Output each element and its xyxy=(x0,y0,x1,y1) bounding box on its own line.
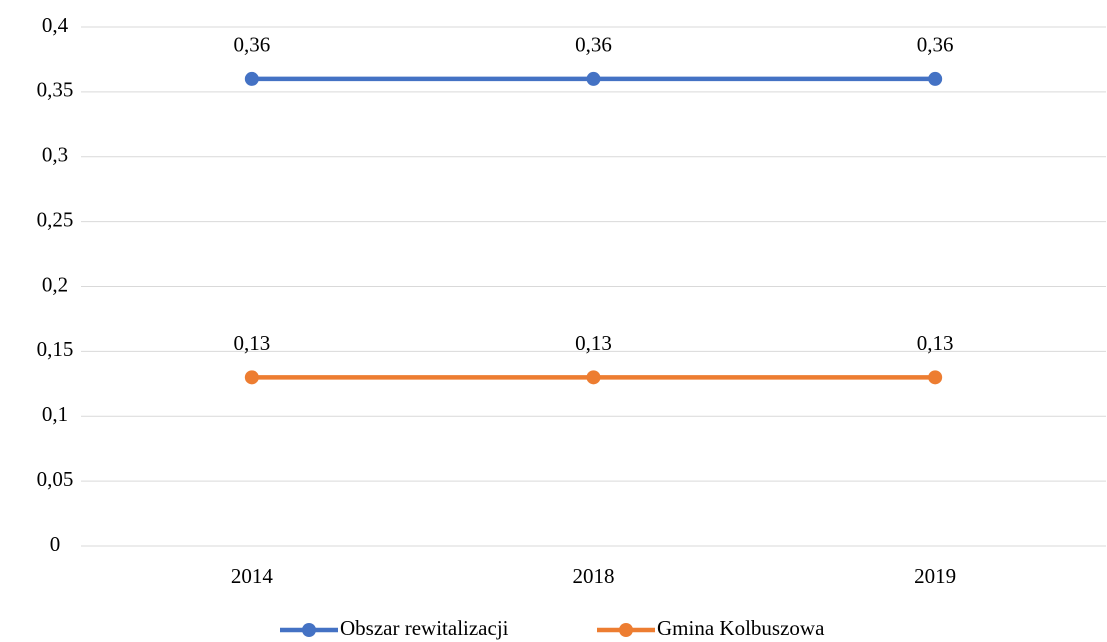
data-point xyxy=(244,370,259,385)
y-tick-label: 0,3 xyxy=(42,143,68,167)
y-tick-label: 0,1 xyxy=(42,402,68,426)
data-label: 0,36 xyxy=(575,33,612,57)
x-tick-label: 2019 xyxy=(914,564,956,588)
legend-marker xyxy=(302,623,316,637)
data-label: 0,36 xyxy=(233,33,270,57)
data-point xyxy=(928,370,943,385)
data-label: 0,36 xyxy=(917,33,954,57)
data-point xyxy=(586,71,601,86)
x-tick-label: 2018 xyxy=(573,564,615,588)
y-tick-label: 0,4 xyxy=(42,13,69,37)
legend-label: Gmina Kolbuszowa xyxy=(657,616,825,640)
y-tick-label: 0,05 xyxy=(37,467,74,491)
data-point xyxy=(928,71,943,86)
y-tick-label: 0,25 xyxy=(37,207,74,231)
data-label: 0,13 xyxy=(575,331,612,355)
y-tick-label: 0,2 xyxy=(42,272,68,296)
data-point xyxy=(586,370,601,385)
y-tick-label: 0,35 xyxy=(37,78,74,102)
y-tick-label: 0,15 xyxy=(37,337,74,361)
legend-marker xyxy=(619,623,633,637)
data-point xyxy=(244,71,259,86)
data-label: 0,13 xyxy=(233,331,270,355)
legend-label: Obszar rewitalizacji xyxy=(340,616,509,640)
y-tick-label: 0 xyxy=(50,532,61,556)
x-tick-label: 2014 xyxy=(231,564,274,588)
data-label: 0,13 xyxy=(917,331,954,355)
